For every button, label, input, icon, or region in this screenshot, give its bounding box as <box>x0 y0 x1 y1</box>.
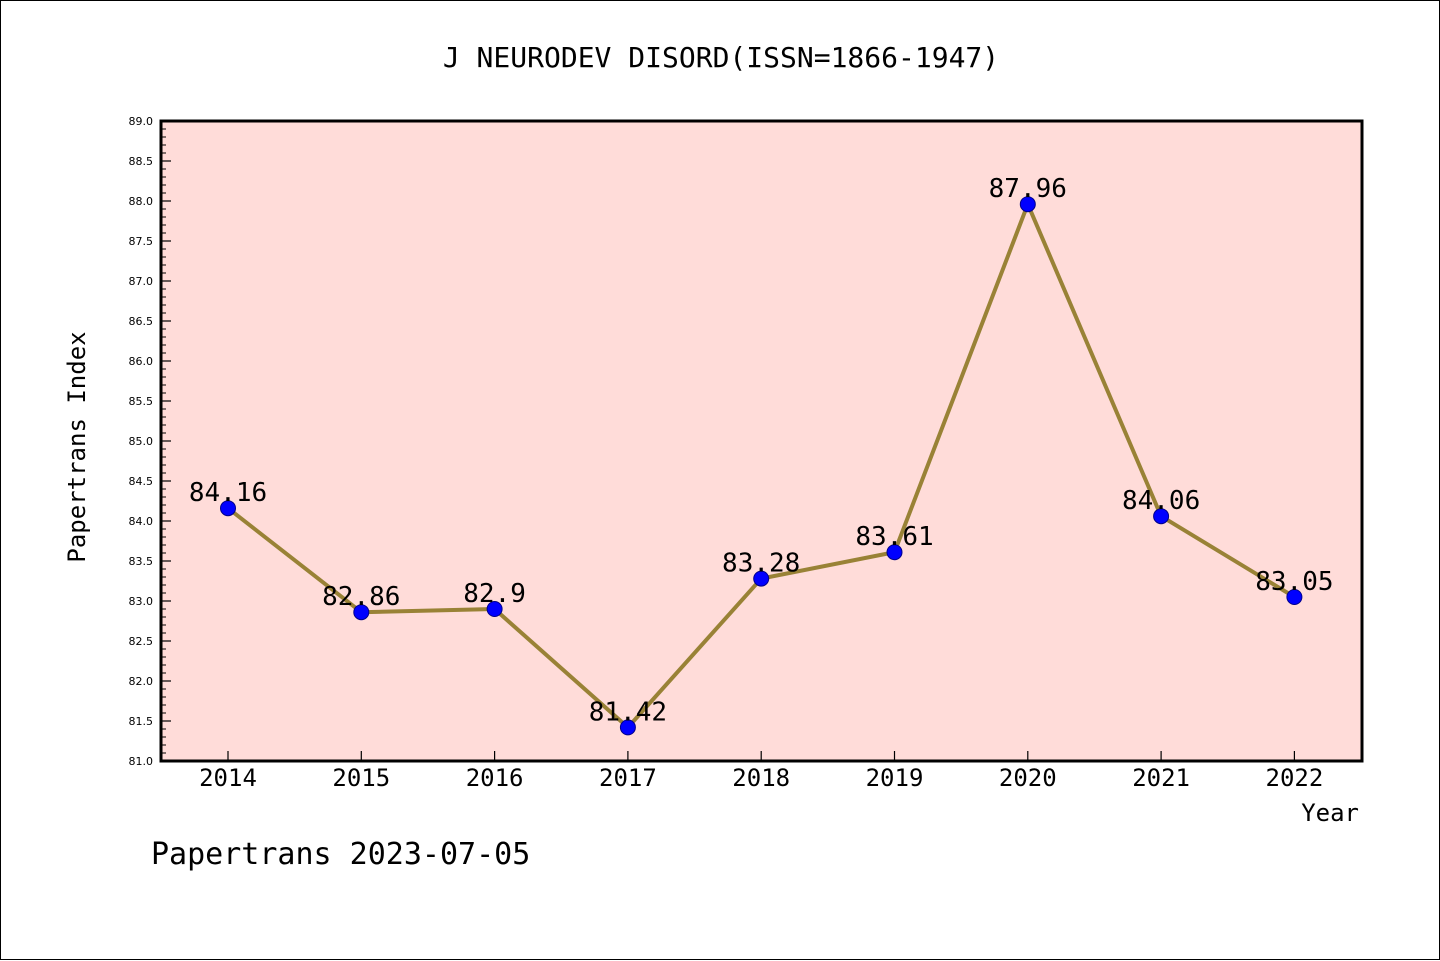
plot-area <box>161 121 1362 761</box>
y-tick-label: 84.5 <box>129 475 154 488</box>
x-axis-label: Year <box>1301 799 1359 827</box>
y-tick-label: 81.5 <box>129 715 154 728</box>
y-tick-label: 84.0 <box>129 515 154 528</box>
chart-title: J NEURODEV DISORD(ISSN=1866-1947) <box>443 41 999 74</box>
y-tick-label: 81.0 <box>129 755 154 768</box>
data-label-2017: 81.42 <box>589 697 667 727</box>
x-tick-label: 2018 <box>732 764 790 792</box>
y-tick-label: 86.0 <box>129 355 154 368</box>
x-tick-label: 2022 <box>1266 764 1324 792</box>
y-tick-label: 85.0 <box>129 435 154 448</box>
x-tick-label: 2020 <box>999 764 1057 792</box>
y-axis-label: Papertrans Index <box>63 331 91 562</box>
y-tick-label: 83.5 <box>129 555 154 568</box>
x-tick-label: 2015 <box>332 764 390 792</box>
data-label-2019: 83.61 <box>855 522 933 552</box>
y-tick-label: 87.5 <box>129 235 154 248</box>
y-tick-label: 86.5 <box>129 315 154 328</box>
y-tick-label: 88.5 <box>129 155 154 168</box>
data-point-2022 <box>1286 589 1303 605</box>
y-tick-label: 82.0 <box>129 675 154 688</box>
data-label-2020: 87.96 <box>989 174 1067 204</box>
data-label-2022: 83.05 <box>1255 567 1333 597</box>
data-label-2016: 82.9 <box>463 579 526 609</box>
data-point-2016 <box>486 601 503 617</box>
data-point-2020 <box>1019 196 1036 213</box>
x-tick-label: 2017 <box>599 764 657 792</box>
data-label-2014: 84.16 <box>189 478 267 508</box>
y-tick-label: 82.5 <box>129 635 154 648</box>
x-tick-label: 2021 <box>1132 764 1190 792</box>
x-axis-ticks: 2014 2015 2016 2017 2018 2019 2020 2021 2022 <box>199 751 1323 792</box>
x-tick-label: 2014 <box>199 764 257 792</box>
series-layer: 84.16 82.86 82.9 81.42 83.28 83.61 87.96 84.06 8… <box>189 174 1334 736</box>
data-label-2021: 84.06 <box>1122 486 1200 516</box>
x-tick-label: 2019 <box>866 764 924 792</box>
footer-caption: Papertrans 2023-07-05 <box>151 837 530 872</box>
y-tick-label: 85.5 <box>129 395 154 408</box>
data-point-2014 <box>220 500 236 517</box>
data-point-2015 <box>353 604 370 621</box>
data-label-2015: 82.86 <box>322 582 400 612</box>
plot-frame <box>159 119 1364 763</box>
data-label-2018: 83.28 <box>722 549 800 579</box>
data-point-2019 <box>886 544 903 561</box>
data-point-2017 <box>619 719 636 736</box>
y-tick-label: 83.0 <box>129 595 154 608</box>
data-point-2021 <box>1153 508 1170 525</box>
y-tick-label: 87.0 <box>129 275 154 288</box>
y-tick-label: 89.0 <box>129 115 154 128</box>
y-tick-label: 88.0 <box>129 195 154 208</box>
data-point-2018 <box>753 570 770 587</box>
x-tick-label: 2016 <box>466 764 524 792</box>
